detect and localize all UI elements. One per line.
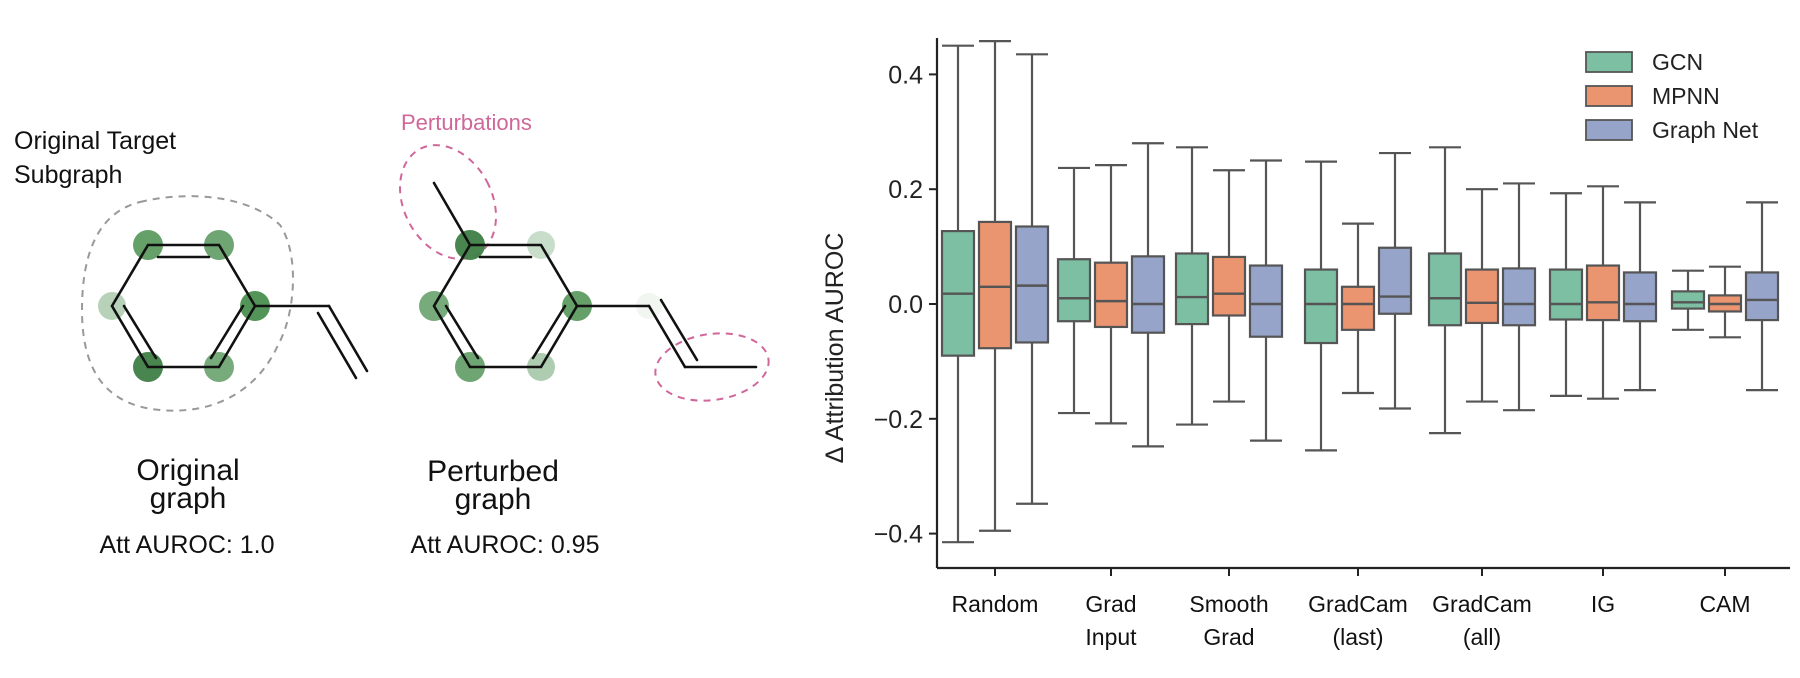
x-tick-label: Smooth xyxy=(1189,591,1268,617)
box-gcn xyxy=(1056,166,1092,415)
box-iqr xyxy=(1670,290,1706,310)
box-iqr xyxy=(1174,252,1210,326)
box-mpnn xyxy=(977,40,1013,532)
perturbation-outline-methyl xyxy=(399,144,497,260)
box-iqr xyxy=(1427,252,1463,327)
box-plot-chart: −0.4 −0.2 0.0 0.2 0.4 Random Grad Input Smooth G… xyxy=(821,38,1790,650)
box-iqr xyxy=(1501,267,1537,327)
box-iqr xyxy=(1377,246,1413,315)
original-caption-line2: graph xyxy=(150,482,227,515)
original-graph-bonds xyxy=(110,243,369,380)
box-graph-net xyxy=(1377,151,1413,410)
x-axis: Random Grad Input Smooth Grad GradCam (last) Gr… xyxy=(937,566,1790,650)
box-graph-net xyxy=(1248,159,1284,442)
x-tick-label-line2: (all) xyxy=(1463,624,1501,650)
box-iqr xyxy=(1340,285,1376,331)
box-mpnn xyxy=(1707,265,1743,339)
box-iqr xyxy=(1622,271,1658,323)
x-tick-label-line2: Grad xyxy=(1203,624,1254,650)
perturbed-caption-line2: graph xyxy=(455,483,532,516)
box-mpnn xyxy=(1340,222,1376,395)
x-tick-label: CAM xyxy=(1699,591,1750,617)
x-tick-label: GradCam xyxy=(1432,591,1532,617)
box-graph-net xyxy=(1014,53,1050,505)
box-mpnn xyxy=(1464,188,1500,403)
y-tick-label: 0.0 xyxy=(888,291,923,319)
box-gcn xyxy=(1303,160,1339,452)
y-tick-label: −0.2 xyxy=(874,406,923,434)
box-iqr xyxy=(1303,268,1339,345)
molecule-illustration: Original Target Subgraph Perturbations O… xyxy=(14,110,770,559)
target-label-line2: Subgraph xyxy=(14,161,122,189)
y-tick-label: −0.4 xyxy=(874,521,923,549)
box-graph-net xyxy=(1130,142,1166,448)
box-graph-net xyxy=(1501,182,1537,412)
legend-swatch xyxy=(1585,119,1633,141)
box-gcn xyxy=(1670,269,1706,331)
box-iqr xyxy=(977,220,1013,350)
perturbed-caption-line1: Perturbed xyxy=(427,455,559,488)
legend-entry: MPNN xyxy=(1652,83,1720,109)
perturbed-score: Att AUROC: 0.95 xyxy=(411,531,600,559)
box-iqr xyxy=(1744,271,1780,322)
legend: GCN MPNN Graph Net xyxy=(1585,49,1759,143)
box-series xyxy=(940,40,1780,544)
box-gcn xyxy=(1174,146,1210,426)
x-tick-label-line2: (last) xyxy=(1332,624,1383,650)
box-iqr xyxy=(1056,258,1092,323)
box-gcn xyxy=(940,44,976,544)
perturbation-outline-ethyl xyxy=(654,332,770,402)
box-iqr xyxy=(1130,255,1166,334)
box-graph-net xyxy=(1622,201,1658,392)
legend-swatch xyxy=(1585,85,1633,107)
box-mpnn xyxy=(1211,169,1247,403)
target-label-line1: Original Target xyxy=(14,127,176,155)
original-caption-line1: Original xyxy=(136,454,239,487)
x-tick-label: GradCam xyxy=(1308,591,1408,617)
legend-entry: Graph Net xyxy=(1652,117,1759,143)
y-axis-label: Δ Attribution AUROC xyxy=(821,233,849,464)
legend-swatch xyxy=(1585,51,1633,73)
box-gcn xyxy=(1427,146,1463,435)
box-iqr xyxy=(1464,268,1500,325)
original-score: Att AUROC: 1.0 xyxy=(99,531,274,559)
perturbations-label: Perturbations xyxy=(401,110,532,135)
x-tick-label: Grad xyxy=(1085,591,1136,617)
box-iqr xyxy=(1093,261,1129,329)
box-iqr xyxy=(1548,268,1584,321)
y-tick-label: 0.4 xyxy=(888,61,923,89)
y-axis: −0.4 −0.2 0.0 0.2 0.4 xyxy=(874,38,939,568)
box-iqr xyxy=(1211,255,1247,317)
x-tick-label-line2: Input xyxy=(1085,624,1137,650)
target-subgraph-outline xyxy=(80,195,294,412)
box-mpnn xyxy=(1093,163,1129,425)
box-gcn xyxy=(1548,192,1584,397)
perturbed-graph-bonds xyxy=(432,181,758,369)
box-mpnn xyxy=(1585,185,1621,400)
x-tick-label: IG xyxy=(1591,591,1615,617)
y-tick-label: 0.2 xyxy=(888,176,923,204)
box-iqr xyxy=(1585,264,1621,322)
box-graph-net xyxy=(1744,201,1780,392)
x-tick-label: Random xyxy=(952,591,1039,617)
legend-entry: GCN xyxy=(1652,49,1703,75)
box-iqr xyxy=(1248,264,1284,338)
